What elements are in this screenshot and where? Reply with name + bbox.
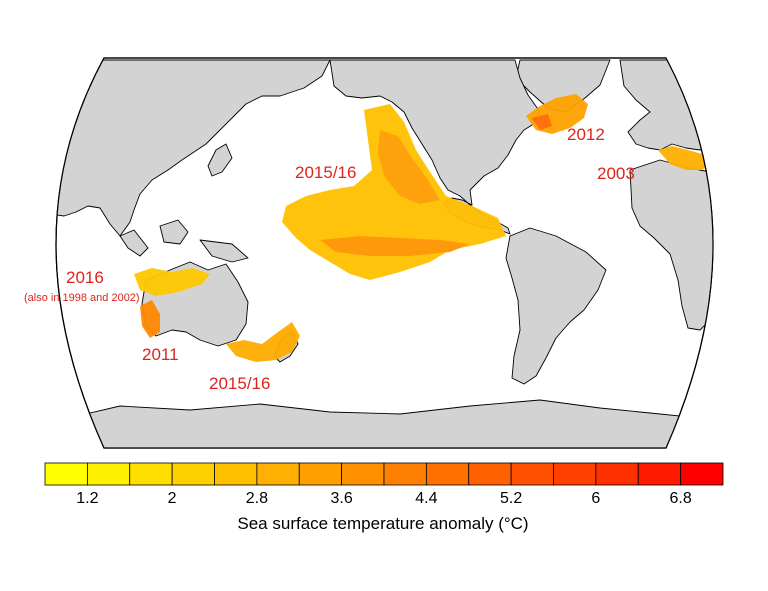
new-guinea bbox=[199, 239, 249, 263]
colorbar-swatch bbox=[468, 462, 512, 486]
ne-pacific-core bbox=[378, 130, 440, 204]
colorbar-swatch bbox=[256, 462, 300, 486]
label-tasman: 2015/16 bbox=[209, 374, 270, 393]
colorbar-tick-label: 5.2 bbox=[500, 490, 522, 507]
colorbar-swatch bbox=[510, 462, 554, 486]
antarctica bbox=[59, 399, 713, 448]
colorbar-swatch bbox=[680, 462, 724, 486]
colorbar-tick-label: 3.6 bbox=[331, 490, 353, 507]
colorbar-swatch bbox=[553, 462, 597, 486]
label-w-australia: 2011 bbox=[142, 345, 179, 364]
heatwave-regions bbox=[134, 94, 712, 362]
japan bbox=[207, 143, 233, 177]
w-australia-heatwave bbox=[140, 300, 160, 338]
colorbar-swatch bbox=[383, 462, 427, 486]
label-nw-australia: 2016 bbox=[66, 268, 104, 287]
colorbar-tick-label: 2.8 bbox=[246, 490, 268, 507]
sumatra bbox=[119, 229, 149, 257]
equatorial-pacific-core bbox=[320, 236, 470, 256]
ne-pacific-heatwave bbox=[282, 104, 506, 280]
colorbar-tick-label: 6 bbox=[591, 490, 600, 507]
borneo bbox=[159, 219, 189, 245]
label-nw-australia-note: (also in 1998 and 2002) bbox=[24, 292, 140, 304]
colorbar-swatch bbox=[214, 462, 258, 486]
colorbar-title: Sea surface temperature anomaly (°C) bbox=[237, 514, 528, 533]
colorbar-swatch bbox=[86, 462, 131, 486]
land-masses bbox=[56, 59, 713, 448]
nw-australia-heatwave bbox=[134, 268, 210, 296]
colorbar: 1.2 2 2.8 3.6 4.4 5.2 6 6.8 bbox=[44, 462, 724, 507]
colorbar-tick-label: 4.4 bbox=[415, 490, 437, 507]
south-america bbox=[505, 227, 607, 385]
label-mediterranean: 2003 bbox=[597, 164, 635, 183]
colorbar-tick-label: 1.2 bbox=[76, 490, 98, 507]
nw-atlantic-core bbox=[532, 114, 552, 130]
colorbar-swatch bbox=[425, 462, 470, 486]
colorbar-swatch bbox=[637, 462, 682, 486]
label-nw-atlantic: 2012 bbox=[567, 125, 605, 144]
colorbar-swatch bbox=[341, 462, 385, 486]
colorbar-swatch bbox=[171, 462, 215, 486]
colorbar-tick-label: 2 bbox=[168, 490, 177, 507]
colorbar-swatch bbox=[44, 462, 88, 486]
colorbar-swatch bbox=[595, 462, 639, 486]
colorbar-swatch bbox=[298, 462, 343, 486]
label-ne-pacific: 2015/16 bbox=[295, 163, 356, 182]
mediterranean-heatwave bbox=[658, 146, 712, 170]
map-border bbox=[55, 57, 714, 449]
tasman-heatwave bbox=[226, 322, 300, 362]
colorbar-tick-label: 6.8 bbox=[670, 490, 692, 507]
colorbar-swatch bbox=[129, 462, 173, 486]
